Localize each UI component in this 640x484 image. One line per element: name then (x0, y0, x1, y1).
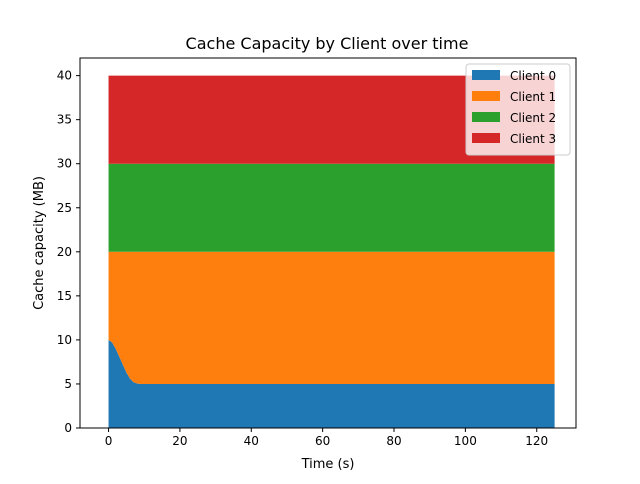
area-client-1 (108, 251, 555, 384)
legend-swatch-client-0 (472, 70, 500, 80)
legend-swatch-client-2 (472, 112, 500, 122)
legend-box (465, 63, 571, 156)
legend-swatch-client-3 (472, 133, 500, 143)
legend-label-client-3: Client 3 (510, 132, 556, 146)
chart-title: Cache Capacity by Client over time (186, 34, 469, 53)
y-tick-label-40: 40 (57, 69, 72, 83)
legend-label-client-0: Client 0 (510, 69, 556, 83)
x-axis-label: Time (s) (301, 457, 355, 472)
y-tick-label-30: 30 (57, 157, 72, 171)
y-tick-label-15: 15 (57, 289, 72, 303)
x-tick-label-20: 20 (172, 434, 187, 448)
y-tick-label-5: 5 (64, 377, 72, 391)
y-tick-label-0: 0 (64, 421, 72, 435)
y-tick-label-25: 25 (57, 201, 72, 215)
plot-frame (79, 57, 577, 429)
x-tick-label-80: 80 (386, 434, 401, 448)
x-tick-label-100: 100 (454, 434, 477, 448)
x-tick-label-40: 40 (244, 434, 259, 448)
y-axis-label: Cache capacity (MB) (32, 176, 47, 310)
legend-swatch-client-1 (472, 91, 500, 101)
y-tick-label-10: 10 (57, 333, 72, 347)
x-tick-label-0: 0 (105, 434, 113, 448)
legend-label-client-2: Client 2 (510, 111, 556, 125)
area-client-3 (108, 75, 555, 164)
x-tick-label-60: 60 (315, 434, 330, 448)
legend: Client 0 Client 1 Client 2 Client 3 (465, 63, 571, 156)
area-client-2 (108, 163, 555, 252)
x-tick-label-120: 120 (525, 434, 548, 448)
y-axis: 0 5 10 15 20 25 30 35 40 (57, 69, 80, 435)
y-tick-label-20: 20 (57, 245, 72, 259)
x-axis: 0 20 40 60 80 100 120 (105, 428, 548, 448)
y-tick-label-35: 35 (57, 113, 72, 127)
legend-label-client-1: Client 1 (510, 90, 556, 104)
series-areas (108, 75, 555, 428)
